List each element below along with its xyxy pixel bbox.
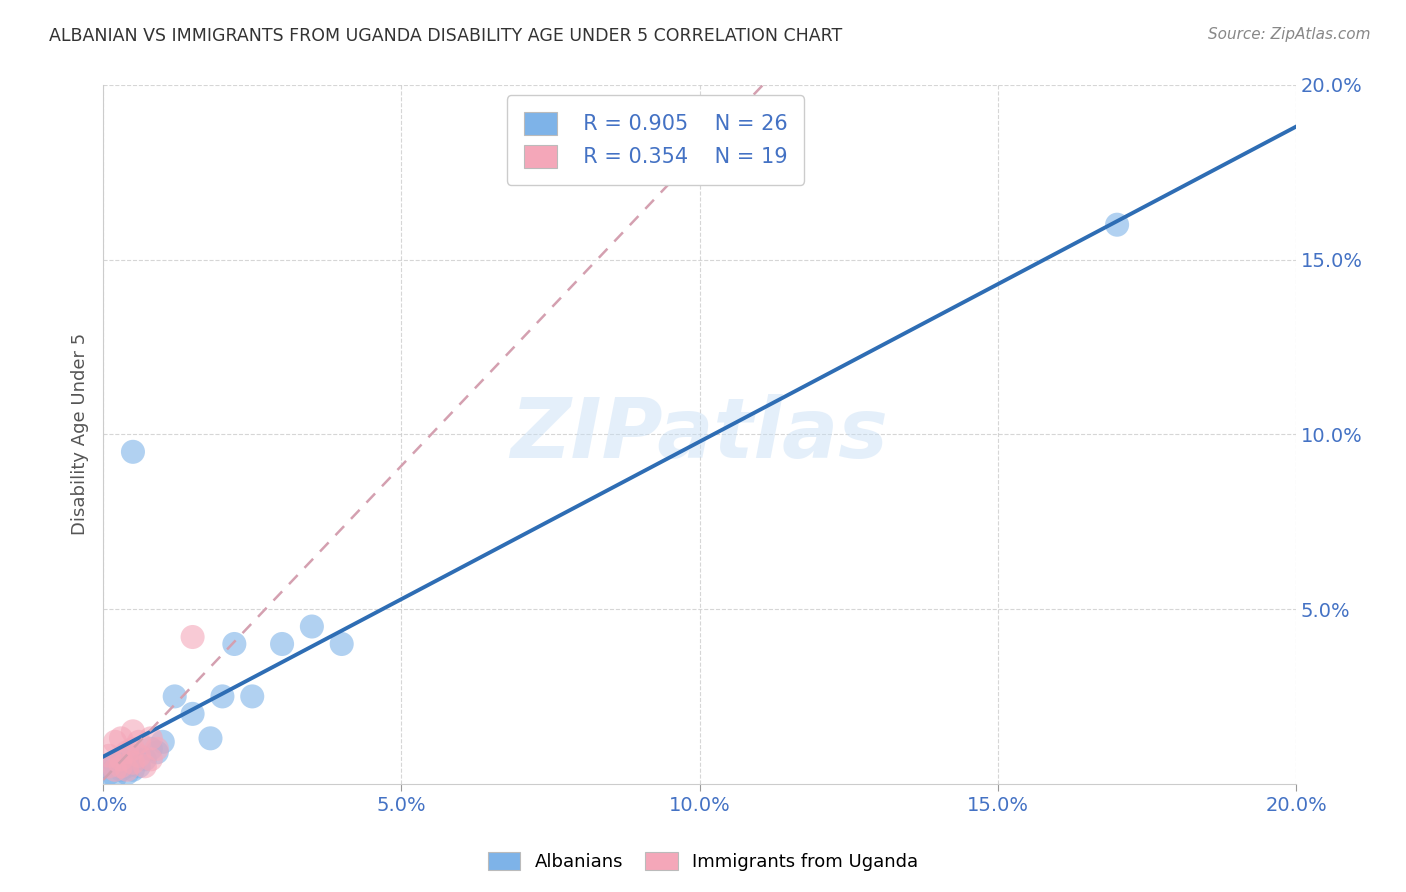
- Point: [122, 756, 145, 770]
- Point: [115, 745, 138, 759]
- Point: [139, 741, 162, 756]
- Point: [110, 763, 132, 777]
- Point: [134, 759, 156, 773]
- Point: [211, 690, 233, 704]
- Point: [1107, 218, 1129, 232]
- Point: [104, 770, 127, 784]
- Point: [110, 752, 132, 766]
- Y-axis label: Disability Age Under 5: Disability Age Under 5: [72, 334, 89, 535]
- Point: [122, 741, 145, 756]
- Point: [110, 752, 132, 766]
- Point: [115, 763, 138, 777]
- Point: [98, 759, 121, 773]
- Text: Source: ZipAtlas.com: Source: ZipAtlas.com: [1208, 27, 1371, 42]
- Point: [271, 637, 294, 651]
- Point: [224, 637, 246, 651]
- Point: [98, 759, 121, 773]
- Point: [104, 756, 127, 770]
- Point: [122, 445, 145, 459]
- Point: [146, 745, 169, 759]
- Point: [98, 748, 121, 763]
- Point: [134, 752, 156, 766]
- Point: [110, 731, 132, 746]
- Point: [330, 637, 353, 651]
- Point: [301, 619, 323, 633]
- Point: [181, 630, 204, 644]
- Point: [115, 759, 138, 773]
- Text: ALBANIAN VS IMMIGRANTS FROM UGANDA DISABILITY AGE UNDER 5 CORRELATION CHART: ALBANIAN VS IMMIGRANTS FROM UGANDA DISAB…: [49, 27, 842, 45]
- Point: [104, 735, 127, 749]
- Point: [146, 741, 169, 756]
- Point: [163, 690, 186, 704]
- Point: [128, 735, 150, 749]
- Point: [240, 690, 263, 704]
- Point: [98, 766, 121, 780]
- Point: [122, 763, 145, 777]
- Text: ZIPatlas: ZIPatlas: [510, 394, 889, 475]
- Point: [139, 752, 162, 766]
- Point: [122, 724, 145, 739]
- Point: [152, 735, 174, 749]
- Point: [181, 706, 204, 721]
- Point: [122, 748, 145, 763]
- Point: [104, 763, 127, 777]
- Legend:   R = 0.905    N = 26,   R = 0.354    N = 19: R = 0.905 N = 26, R = 0.354 N = 19: [508, 95, 804, 185]
- Point: [110, 759, 132, 773]
- Point: [128, 759, 150, 773]
- Legend: Albanians, Immigrants from Uganda: Albanians, Immigrants from Uganda: [481, 845, 925, 879]
- Point: [139, 731, 162, 746]
- Point: [115, 766, 138, 780]
- Point: [200, 731, 222, 746]
- Point: [128, 748, 150, 763]
